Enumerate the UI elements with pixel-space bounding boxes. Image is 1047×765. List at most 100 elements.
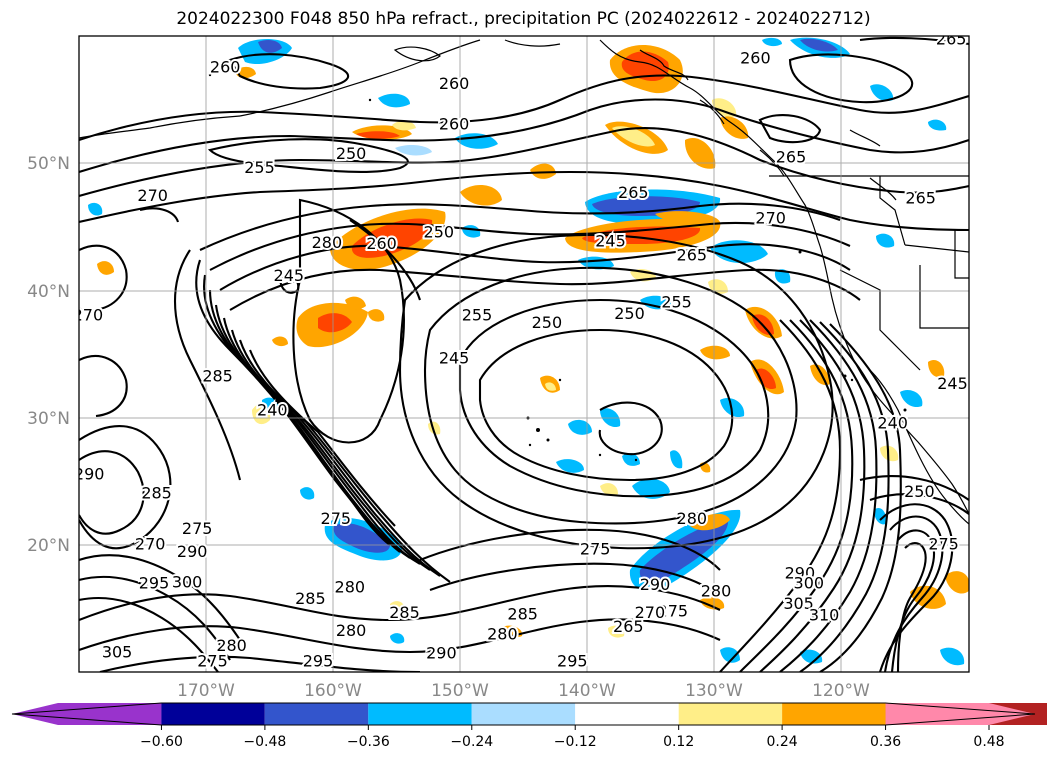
contour-label: 280 (487, 625, 518, 644)
contour-label: 270 (755, 209, 786, 228)
colorbar-tick-label: −0.12 (554, 734, 597, 750)
contour-label: 250 (336, 144, 367, 163)
contour-label: 240 (257, 401, 288, 420)
colorbar-ticks: −0.60 −0.48 −0.36 −0.24 −0.12 0.12 0.24 0.36 0.4… (140, 725, 1005, 750)
contour-label: 250 (904, 482, 935, 501)
map-frame (78, 35, 970, 673)
contour-label: 290 (785, 564, 816, 583)
colorbar-tick-label: 0.24 (767, 734, 798, 750)
contour-label: 275 (580, 539, 611, 558)
colorbar-tick-label: −0.60 (140, 734, 183, 750)
colorbar-extend-low (12, 703, 162, 725)
contour-label: 280 (677, 509, 708, 528)
contour-label: 280 (336, 621, 367, 640)
colorbar-tick-label: 0.48 (973, 734, 1004, 750)
lat-label-20n: 20°N (27, 536, 70, 556)
lon-label-140w: 140°W (558, 681, 616, 701)
colorbar-extend-high (885, 703, 1035, 725)
contour-label: 305 (783, 594, 814, 613)
contour-label: 290 (177, 542, 208, 561)
contour-label: 270 (135, 534, 166, 553)
colorbar-tick-label: 0.36 (870, 734, 901, 750)
contour-label: 250 (424, 223, 455, 242)
lon-label-170w: 170°W (177, 681, 235, 701)
coastlines (79, 39, 969, 525)
contour-label: 280 (335, 578, 366, 597)
contour-label: 265 (618, 183, 649, 202)
colorbar-segment (264, 703, 369, 725)
contour-label: 285 (141, 483, 172, 502)
latitude-labels: 50°N 40°N 30°N 20°N (27, 154, 70, 556)
contour-label: 260 (439, 115, 470, 134)
colorbar-segment (471, 703, 576, 725)
contour-label: 300 (172, 573, 203, 592)
contour-label: 275 (928, 534, 959, 553)
contour-label: 265 (677, 246, 708, 265)
contour-label: 310 (809, 606, 840, 625)
contour-label: 290 (426, 644, 457, 663)
lat-label-50n: 50°N (27, 154, 70, 174)
lat-label-30n: 30°N (27, 409, 70, 429)
colorbar-segment (161, 703, 265, 725)
contour-label: 300 (794, 574, 825, 593)
contour-label: 260 (439, 74, 470, 93)
contour-label: 245 (595, 232, 626, 251)
contour-label: 290 (640, 575, 671, 594)
contour-label: 285 (389, 603, 420, 622)
contour-label: 245 (439, 349, 470, 368)
contour-label: 305 (102, 642, 133, 661)
colorbar-tick-label: −0.24 (450, 734, 493, 750)
contour-label: 260 (740, 48, 771, 67)
colorbar-segment (368, 703, 472, 725)
contour-label: 280 (216, 636, 247, 655)
lat-label-40n: 40°N (27, 282, 70, 302)
colorbar (11, 702, 1047, 726)
lon-label-130w: 130°W (685, 681, 743, 701)
lon-label-150w: 150°W (431, 681, 489, 701)
contour-label: 240 (877, 414, 908, 433)
contour-label: 270 (635, 603, 666, 622)
contour-label: 270 (137, 186, 168, 205)
contour-label: 245 (274, 266, 305, 285)
lon-label-120w: 120°W (812, 681, 870, 701)
contour-label: 255 (244, 158, 275, 177)
contour-label: 295 (303, 651, 334, 670)
contour-label: 275 (197, 651, 228, 670)
contour-label: 260 (210, 57, 241, 76)
contour-label: 275 (321, 509, 352, 528)
contour-label: 250 (614, 304, 645, 323)
contour-label: 255 (661, 293, 692, 312)
contour-label: 265 (613, 617, 644, 636)
contour-label: 265 (776, 148, 807, 167)
lon-label-160w: 160°W (304, 681, 362, 701)
colorbar-tick-label: −0.36 (347, 734, 390, 750)
map-panel (79, 36, 969, 672)
contour-label: 265 (936, 29, 967, 48)
contour-label: 245 (937, 374, 968, 393)
colorbar-segment (782, 703, 886, 725)
colorbar-tick-label: −0.48 (243, 734, 286, 750)
colorbar-segment (678, 703, 783, 725)
islands (208, 73, 907, 462)
contour-label: 285 (202, 366, 233, 385)
contour-label: 290 (74, 464, 105, 483)
longitude-labels: 170°W 160°W 150°W 140°W 130°W 120°W (177, 681, 870, 701)
contour-label: 275 (658, 602, 689, 621)
contour-label: 255 (462, 305, 493, 324)
contour-label: 280 (312, 233, 343, 252)
gridlines (79, 36, 969, 672)
map-title: 2024022300 F048 850 hPa refract., precip… (176, 9, 871, 29)
contour-label: 295 (557, 651, 588, 670)
contour-label: 265 (905, 188, 936, 207)
contour-label: 285 (295, 589, 326, 608)
colorbar-tick-label: 0.12 (663, 734, 694, 750)
contour-label: 280 (701, 581, 732, 600)
contour-label: 250 (532, 313, 563, 332)
contour-label: 260 (366, 234, 397, 253)
contour-label: 270 (73, 305, 104, 324)
contour-label: 285 (507, 604, 538, 623)
contour-label: 275 (182, 519, 213, 538)
contour-label: 295 (139, 574, 170, 593)
